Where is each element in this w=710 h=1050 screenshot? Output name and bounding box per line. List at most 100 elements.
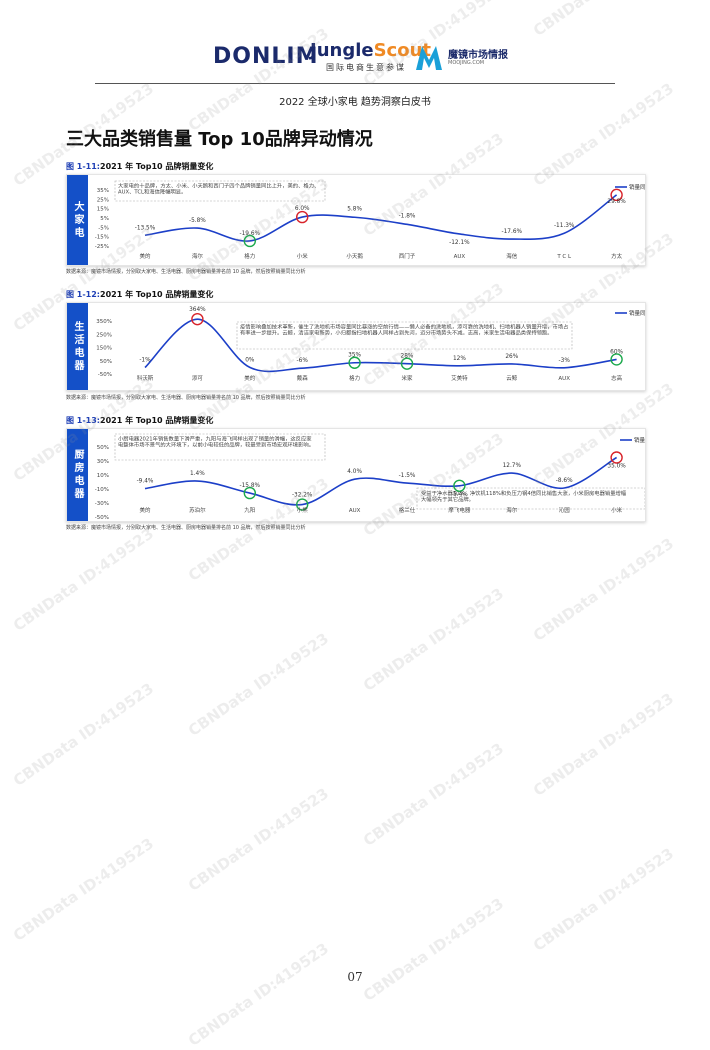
data-label: -1.8% [399, 213, 416, 219]
data-label: 364% [189, 307, 206, 313]
y-tick-label: -5% [98, 225, 109, 231]
junglescout-logo: JungleScout [310, 40, 432, 61]
highlight-up-marker [610, 451, 623, 464]
x-tick-label: 美的 [139, 252, 151, 260]
figure-title-1: 图 1-11:2021 年 Top10 品牌销量变化 [66, 162, 214, 171]
highlight-down-marker [348, 356, 361, 369]
data-label: -6% [297, 358, 309, 364]
x-tick-label: 西门子 [399, 252, 416, 260]
x-tick-label: 添可 [192, 374, 204, 382]
annotation-box [114, 180, 326, 202]
data-label: -1% [139, 358, 151, 364]
x-tick-label: 沁园 [559, 506, 571, 514]
data-label: -17.6% [502, 229, 523, 235]
data-label: -15.8% [240, 483, 261, 489]
watermark-text: CBNData ID:419523 [10, 524, 157, 635]
header-divider [95, 83, 615, 84]
watermark-text: CBNData ID:419523 [360, 584, 507, 695]
data-label: -13.5% [135, 225, 156, 231]
annotation-text: 疫情影响叠加技术革新，催生了洗地机市场容量同比暴涨的空前行情——懒人必备的洗地机… [240, 323, 568, 337]
figure-title-2: 图 1-12:2021 年 Top10 品牌销量变化 [66, 290, 214, 299]
x-tick-label: 苏泊尔 [189, 506, 206, 514]
annotation-box [236, 321, 573, 350]
junglescout-tagline: 国际电商生意参谋 [326, 63, 406, 72]
watermark-text: CBNData ID:419523 [185, 629, 332, 740]
x-tick-label: AUX [558, 376, 570, 382]
y-tick-label: 15% [97, 207, 109, 213]
annotation-text: 小厨电器2021年销售数量下滑严重，九阳与海飞同样出现了销量的滑幅，这反应家电整… [118, 435, 314, 449]
x-tick-label: T C L [556, 254, 572, 260]
y-tick-label: -50% [95, 515, 109, 521]
data-label: 29.8% [607, 199, 626, 205]
y-tick-label: -15% [95, 235, 109, 241]
line-chart-3: 50% 30% 10% -10% -30% -50% 小厨电器2021年销售数量下滑严重，九… [95, 433, 645, 521]
data-label: -9.4% [137, 479, 154, 485]
page-title: 三大品类销售量 Top 10品牌异动情况 [66, 129, 373, 150]
y-tick-label: 35% [97, 188, 109, 194]
highlight-down-marker [610, 353, 623, 366]
x-tick-label: 戴森 [297, 374, 309, 382]
x-tick-label: 小熊 [297, 506, 309, 514]
y-tick-label: -50% [98, 372, 112, 378]
highlight-down-marker [453, 479, 466, 492]
series-line [144, 194, 618, 242]
highlight-down-marker [400, 357, 414, 370]
x-tick-label: 海信 [506, 252, 518, 260]
x-tick-label: 志高 [611, 374, 623, 382]
x-tick-label: 小米 [611, 506, 623, 514]
highlight-down-marker [243, 234, 257, 248]
y-tick-label: -25% [95, 244, 109, 250]
watermark-text: CBNData ID:419523 [360, 739, 507, 850]
x-tick-label: 格力 [244, 252, 255, 260]
watermark-text: CBNData ID:419523 [360, 894, 507, 1005]
moojing-logo-icon [416, 46, 442, 70]
y-tick-label: 250% [96, 332, 112, 338]
y-tick-label: 5% [100, 216, 109, 222]
annotation-text: 大家电的十品牌，方太、小米、小天鹅和西门子四个品牌销量同比上升，美的、格力、 AU… [118, 182, 319, 196]
highlight-down-marker [295, 498, 309, 511]
x-tick-label: 米家 [401, 374, 413, 382]
chart-panel-3: 厨房电器 50% 30% 10% -10% -30% -50% 小厨电器2021年销售数量下… [66, 428, 646, 522]
watermark-text: CBNData ID:419523 [530, 534, 677, 645]
x-tick-label: 摩飞电器 [448, 506, 471, 514]
data-label: 1.4% [190, 471, 205, 477]
legend-label: 销量同比 [629, 309, 645, 317]
chart-panel-2: 生活电器 350% 250% 150% 50% -50% 疫情影响叠加技术革新，催生了洗地… [66, 302, 646, 391]
watermark-text: CBNData ID:419523 [10, 679, 157, 790]
chart-source-3: 数据来源：魔镜市场情报，分别取大家电、生活电器、厨房电器销量排名前 10 品牌，… [66, 525, 306, 531]
y-tick-label: -10% [95, 487, 109, 493]
data-label: -5.4% [451, 492, 468, 498]
chart-source-2: 数据来源：魔镜市场情报，分别取大家电、生活电器、厨房电器销量排名前 10 品牌，… [66, 395, 306, 401]
x-tick-label: 小米 [297, 252, 309, 260]
watermark-text: CBNData ID:419523 [185, 784, 332, 895]
watermark-text: CBNData ID:419523 [530, 0, 677, 40]
data-label: -1.5% [399, 473, 416, 479]
x-tick-label: 科沃斯 [137, 374, 154, 382]
x-tick-label: 美的 [244, 374, 256, 382]
annotation-box [114, 433, 326, 461]
x-tick-label: 艾美特 [451, 374, 468, 382]
y-tick-label: 10% [97, 473, 109, 479]
data-label: -11.3% [554, 223, 575, 229]
legend-label: 销量同比 [629, 183, 645, 191]
data-label: 0% [245, 357, 255, 363]
legend-label: 销量同比 [634, 436, 645, 444]
data-label: -32.2% [292, 493, 313, 499]
category-tab-1: 大家电 [67, 175, 88, 265]
y-tick-label: 30% [97, 459, 109, 465]
figure-title-3: 图 1-13:2021 年 Top10 品牌销量变化 [66, 416, 214, 425]
chart-source-1: 数据来源：魔镜市场情报，分别取大家电、生活电器、厨房电器销量排名前 10 品牌，… [66, 269, 306, 275]
y-tick-label: 350% [96, 319, 112, 325]
y-tick-label: 150% [96, 346, 112, 352]
data-label: 4.0% [347, 469, 362, 475]
y-tick-label: -30% [95, 501, 109, 507]
data-label: 5.8% [347, 206, 362, 212]
watermark-text: CBNData ID:419523 [185, 939, 332, 1050]
category-tab-3: 厨房电器 [67, 429, 88, 521]
y-tick-label: 50% [100, 359, 112, 365]
x-tick-label: 海尔 [506, 506, 518, 514]
data-label: -5.8% [189, 218, 206, 224]
data-label: -12.1% [449, 240, 470, 246]
annotation-box-2 [416, 487, 645, 510]
series-line [144, 318, 617, 373]
